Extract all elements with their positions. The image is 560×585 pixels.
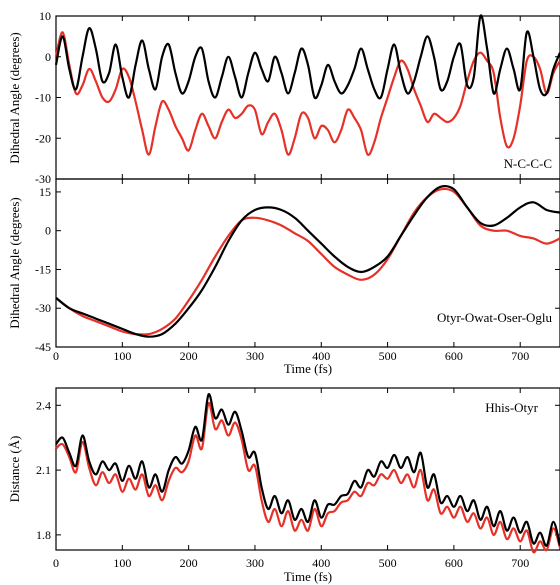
series-annotation: Hhis-Otyr bbox=[485, 400, 538, 415]
series-line-red bbox=[55, 401, 560, 554]
y-tick-label: 15 bbox=[39, 185, 51, 199]
x-tick-label: 600 bbox=[445, 556, 463, 570]
y-tick-label: 2.4 bbox=[36, 398, 51, 412]
y-tick-label: 2.1 bbox=[36, 463, 51, 477]
panel-hhis-otyr: 2.4 2.1 1.8 0 100 200 300 400 500 600 700 Hhis-Ot… bbox=[7, 387, 560, 584]
series-annotation: Otyr-Owat-Oser-Oglu bbox=[437, 310, 553, 325]
x-axis-label: Time (fs) bbox=[284, 361, 332, 376]
series-lines bbox=[55, 393, 560, 554]
series-lines bbox=[54, 14, 560, 156]
plot-frame bbox=[55, 15, 560, 180]
x-tick-label: 200 bbox=[180, 556, 198, 570]
series-annotation: N-C-C-C bbox=[504, 156, 552, 171]
y-tick-label: -20 bbox=[35, 131, 51, 145]
x-tick-label: 300 bbox=[246, 556, 264, 570]
x-tick-label: 500 bbox=[379, 349, 397, 363]
y-tick-label: 10 bbox=[39, 9, 51, 23]
axis-ticks bbox=[55, 388, 560, 550]
x-tick-label: 300 bbox=[246, 349, 264, 363]
series-line-black bbox=[54, 14, 560, 100]
series-line-black bbox=[55, 393, 560, 547]
y-tick-label: 0 bbox=[45, 224, 51, 238]
series-line-black bbox=[55, 185, 560, 338]
axis-ticks bbox=[55, 15, 560, 180]
x-tick-label: 700 bbox=[511, 556, 529, 570]
y-tick-label: 1.8 bbox=[36, 528, 51, 542]
y-tick-label: -15 bbox=[35, 262, 51, 276]
y-axis-label: Dihedral Angle (degrees) bbox=[7, 32, 22, 163]
y-tick-label: -30 bbox=[35, 301, 51, 315]
axis-ticks bbox=[55, 179, 560, 348]
y-tick-labels: 10 0 -10 -20 -30 bbox=[35, 9, 51, 186]
x-tick-label: 400 bbox=[312, 556, 330, 570]
y-axis-label: Distance (Å) bbox=[7, 436, 22, 503]
series-lines bbox=[55, 185, 560, 338]
y-tick-labels: 15 0 -15 -30 -45 bbox=[35, 185, 51, 354]
plot-frame bbox=[55, 178, 560, 348]
x-tick-labels: 0 100 200 300 400 500 600 700 bbox=[53, 349, 529, 363]
x-tick-labels: 0 100 200 300 400 500 600 700 bbox=[53, 556, 529, 570]
x-tick-label: 700 bbox=[511, 349, 529, 363]
panel-otyr-owat-oser-oglu: 15 0 -15 -30 -45 0 100 200 300 400 500 600 700 Otyr… bbox=[7, 178, 560, 376]
y-tick-label: -45 bbox=[35, 340, 51, 354]
plot-frame bbox=[55, 387, 560, 551]
y-tick-labels: 2.4 2.1 1.8 bbox=[36, 398, 51, 542]
x-tick-label: 600 bbox=[445, 349, 463, 363]
y-tick-label: -30 bbox=[35, 172, 51, 186]
series-line-red bbox=[54, 31, 560, 156]
x-tick-label: 200 bbox=[180, 349, 198, 363]
x-tick-label: 0 bbox=[53, 556, 59, 570]
x-axis-label: Time (fs) bbox=[284, 569, 332, 584]
x-tick-label: 500 bbox=[379, 556, 397, 570]
y-tick-label: -10 bbox=[35, 91, 51, 105]
x-tick-label: 100 bbox=[113, 349, 131, 363]
y-axis-label: Dihedral Angle (degrees) bbox=[7, 197, 22, 328]
x-tick-label: 100 bbox=[113, 556, 131, 570]
x-tick-label: 0 bbox=[53, 349, 59, 363]
y-tick-label: 0 bbox=[45, 50, 51, 64]
x-tick-label: 400 bbox=[312, 349, 330, 363]
panel-n-c-c-c: 10 0 -10 -20 -30 N-C-C-C Dihedral Angle (deg… bbox=[7, 9, 560, 186]
